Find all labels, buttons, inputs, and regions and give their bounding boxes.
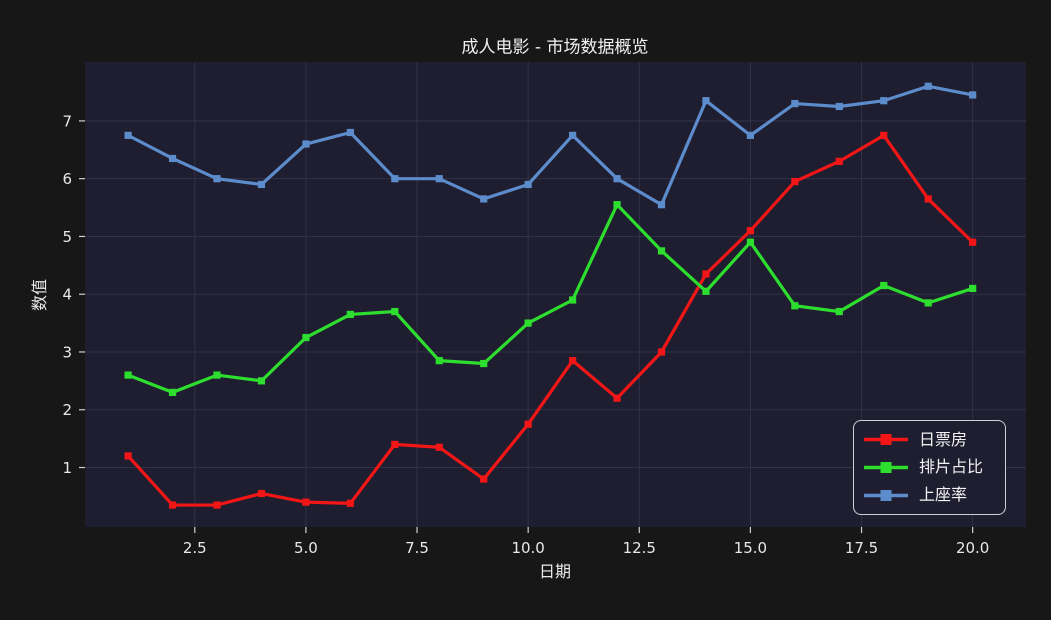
series-line-daily-box-office (126, 133, 974, 507)
legend-marker (880, 434, 892, 446)
series-marker-daily-box-office (924, 195, 932, 203)
series-marker-daily-box-office (480, 475, 488, 483)
legend: 日票房排片占比上座率 (853, 420, 1006, 515)
x-tick-label: 15.0 (734, 539, 767, 557)
x-tick-label: 2.5 (183, 539, 207, 557)
legend-swatch-attendance-rate (864, 489, 908, 501)
series-marker-attendance-rate (124, 131, 132, 139)
y-tick-label: 2 (62, 401, 72, 419)
series-marker-screening-share (702, 287, 710, 295)
series-marker-screening-share (168, 388, 177, 397)
series-marker-attendance-rate (791, 99, 799, 108)
legend-label-daily-box-office: 日票房 (919, 429, 968, 449)
series-marker-screening-share (391, 307, 399, 316)
x-tick-label: 10.0 (511, 539, 544, 557)
legend-marker (880, 461, 892, 473)
series-marker-screening-share (657, 247, 666, 255)
series-marker-daily-box-office (880, 131, 888, 139)
series-marker-attendance-rate (924, 82, 932, 90)
series-marker-daily-box-office (302, 498, 310, 506)
series-marker-daily-box-office (524, 420, 532, 428)
series-marker-daily-box-office (613, 394, 621, 402)
series-marker-daily-box-office (702, 270, 710, 278)
series-marker-attendance-rate (257, 180, 266, 189)
series-marker-screening-share (791, 302, 799, 310)
series-marker-attendance-rate (391, 175, 399, 183)
series-marker-attendance-rate (302, 140, 310, 148)
series-marker-screening-share (302, 333, 310, 342)
legend-swatch-screening-share (864, 461, 908, 473)
series-marker-screening-share (346, 310, 354, 319)
series-marker-screening-share (835, 307, 843, 316)
legend-swatch-daily-box-office (864, 434, 908, 446)
series-marker-daily-box-office (435, 443, 443, 451)
series-marker-screening-share (613, 201, 621, 209)
series-marker-screening-share (746, 238, 755, 246)
series-marker-daily-box-office (346, 499, 354, 507)
series-marker-attendance-rate (613, 175, 621, 183)
series-marker-screening-share (480, 359, 488, 368)
series-marker-attendance-rate (346, 128, 354, 137)
series-line-attendance-rate (127, 84, 973, 207)
series-marker-daily-box-office (124, 452, 132, 460)
series-marker-attendance-rate (746, 131, 755, 139)
series-marker-screening-share (124, 371, 132, 379)
y-tick-label: 5 (62, 228, 72, 246)
series-marker-attendance-rate (657, 201, 666, 209)
series-marker-screening-share (213, 371, 221, 379)
chart-title: 成人电影 - 市场数据概览 (461, 37, 649, 58)
series-marker-daily-box-office (835, 157, 843, 165)
x-tick-label: 20.0 (956, 539, 989, 557)
y-tick-label: 3 (62, 343, 72, 361)
series-marker-daily-box-office (569, 357, 577, 365)
legend-marker (880, 489, 892, 501)
series-marker-screening-share (924, 299, 932, 307)
legend-label-screening-share: 排片占比 (919, 457, 984, 477)
series-marker-screening-share (880, 281, 888, 290)
x-tick-label: 5.0 (294, 539, 318, 557)
x-axis-label: 日期 (538, 562, 572, 581)
series-marker-daily-box-office (791, 177, 799, 186)
series-marker-attendance-rate (435, 175, 443, 183)
series-marker-attendance-rate (524, 180, 532, 189)
x-tick-label: 12.5 (623, 539, 656, 557)
series-marker-daily-box-office (657, 348, 666, 356)
series-marker-attendance-rate (880, 97, 888, 105)
series-marker-attendance-rate (480, 195, 488, 203)
series-marker-attendance-rate (835, 102, 843, 111)
series-marker-attendance-rate (168, 154, 177, 163)
series-marker-daily-box-office (168, 501, 177, 509)
x-tick-label: 7.5 (405, 539, 429, 557)
y-tick-label: 4 (62, 286, 72, 304)
series-marker-screening-share (257, 377, 266, 385)
y-tick-label: 7 (62, 112, 72, 130)
series-marker-daily-box-office (969, 238, 977, 246)
y-tick-label: 1 (62, 459, 72, 477)
series-marker-screening-share (435, 357, 443, 365)
legend-item-screening-share: 排片占比 (864, 459, 995, 475)
legend-item-attendance-rate: 上座率 (864, 487, 995, 503)
series-marker-attendance-rate (569, 131, 577, 139)
series-marker-daily-box-office (213, 501, 221, 509)
y-axis-label: 数值 (30, 278, 49, 312)
series-marker-screening-share (969, 284, 977, 293)
series-marker-attendance-rate (702, 97, 710, 105)
series-marker-daily-box-office (746, 227, 755, 235)
x-tick-label: 17.5 (845, 539, 878, 557)
series-marker-attendance-rate (969, 91, 977, 99)
series-marker-attendance-rate (213, 175, 221, 183)
series-marker-screening-share (569, 296, 577, 304)
y-tick-label: 6 (62, 170, 72, 188)
legend-item-daily-box-office: 日票房 (864, 429, 995, 449)
series-marker-screening-share (524, 319, 532, 327)
series-line-screening-share (127, 201, 974, 395)
series-marker-daily-box-office (257, 489, 266, 498)
legend-label-attendance-rate: 上座率 (919, 485, 968, 505)
series-marker-daily-box-office (391, 440, 399, 448)
